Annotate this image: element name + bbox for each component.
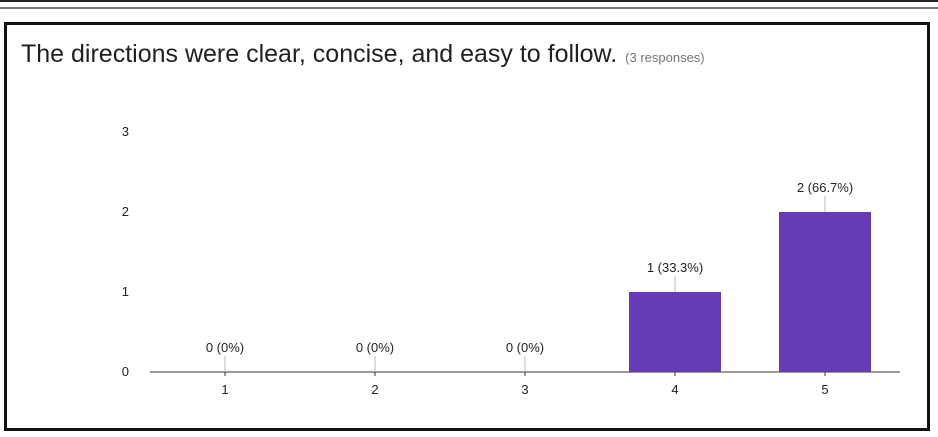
data-label: 0 (0%) bbox=[206, 340, 244, 355]
bar bbox=[779, 212, 871, 372]
data-label: 0 (0%) bbox=[506, 340, 544, 355]
chart-card: The directions were clear, concise, and … bbox=[4, 22, 930, 431]
chart-title: The directions were clear, concise, and … bbox=[21, 40, 618, 68]
y-tick-label: 2 bbox=[122, 204, 129, 219]
y-tick-label: 0 bbox=[122, 364, 129, 379]
x-tick-label: 4 bbox=[671, 382, 678, 397]
y-tick-label: 1 bbox=[122, 284, 129, 299]
data-label: 0 (0%) bbox=[356, 340, 394, 355]
bar-chart: 0 1 2 3 0 (0%) 1 0 (0%) 2 0 (0%) 3 1 (33.3%) 4 2 (66… bbox=[122, 124, 900, 397]
data-label: 2 (66.7%) bbox=[797, 180, 853, 195]
bar bbox=[629, 292, 721, 372]
title-row: The directions were clear, concise, and … bbox=[21, 40, 705, 69]
y-tick-label: 3 bbox=[122, 124, 129, 139]
x-tick-label: 1 bbox=[221, 382, 228, 397]
x-tick-label: 3 bbox=[521, 382, 528, 397]
data-label: 1 (33.3%) bbox=[647, 260, 703, 275]
top-divider bbox=[0, 0, 938, 9]
response-count: (3 responses) bbox=[625, 50, 705, 65]
x-tick-label: 2 bbox=[371, 382, 378, 397]
x-tick-label: 5 bbox=[821, 382, 828, 397]
